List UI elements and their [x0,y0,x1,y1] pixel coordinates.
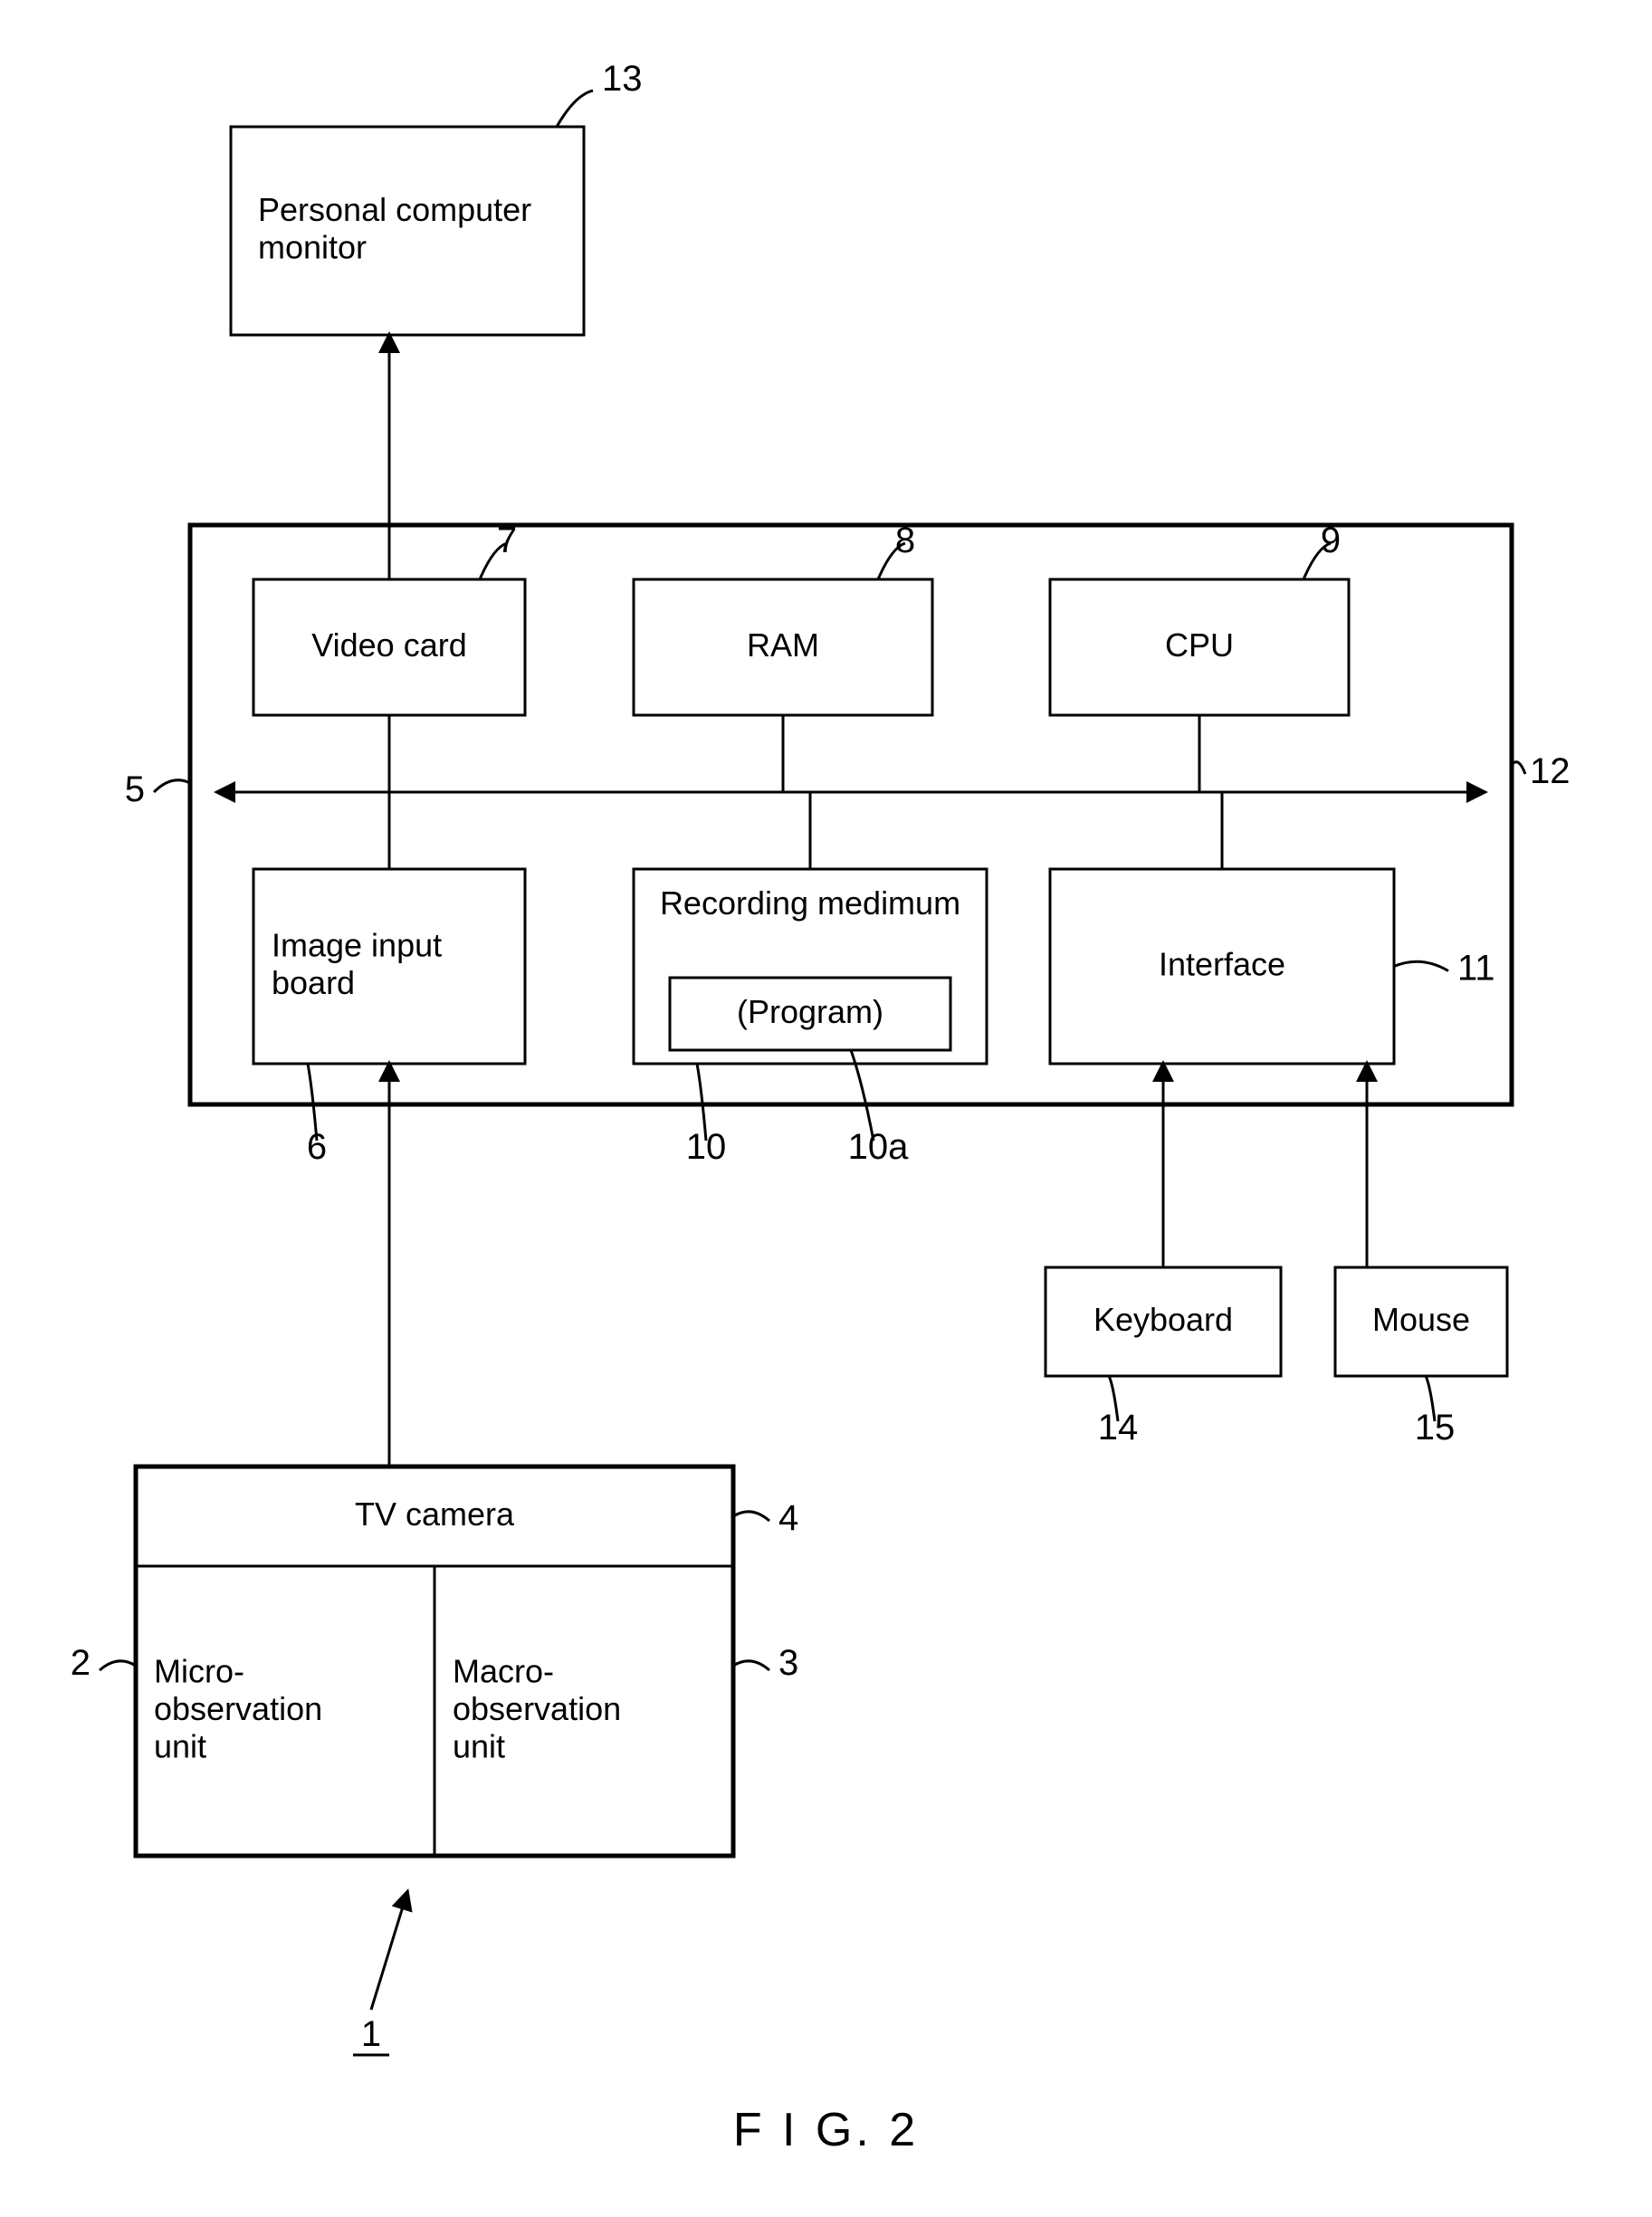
ref-1: 1 [361,2014,381,2054]
program-label: (Program) [737,993,883,1030]
image-input-board-label: board [272,964,355,1001]
micro-label: observation [154,1690,322,1727]
ram-label: RAM [747,626,819,664]
leader [100,1661,136,1670]
ref-5: 5 [125,769,145,809]
micro-label: Micro- [154,1653,244,1690]
leader [733,1661,769,1670]
ref-12: 12 [1530,751,1571,791]
ref-2: 2 [71,1643,91,1683]
ref-13: 13 [602,59,643,99]
ref-7: 7 [497,521,517,560]
image-input-board-label: Image input [272,927,442,964]
macro-label: unit [453,1727,505,1764]
micro-label: unit [154,1727,206,1764]
cpu-label: CPU [1165,626,1234,664]
monitor-label: monitor [258,229,367,266]
tv-camera-label: TV camera [355,1496,515,1533]
macro-label: observation [453,1690,621,1727]
video-card-label: Video card [311,626,466,664]
interface-label: Interface [1159,945,1285,982]
ref-3: 3 [778,1643,798,1683]
ref-9: 9 [1321,521,1341,560]
leader [733,1512,769,1521]
recording-medium-label: Recording medimum [660,884,960,922]
ref-4: 4 [778,1498,798,1538]
mouse-label: Mouse [1372,1301,1470,1338]
figure-label: F I G. 2 [733,2104,919,2156]
ref-11: 11 [1457,949,1495,989]
leader [154,780,190,792]
arrow-ref-1 [371,1892,407,2010]
monitor-label: Personal computer [258,191,531,228]
ref-10a: 10a [848,1127,909,1167]
leader [557,91,593,127]
ref-8: 8 [895,521,915,560]
keyboard-label: Keyboard [1093,1301,1233,1338]
macro-label: Macro- [453,1653,554,1690]
